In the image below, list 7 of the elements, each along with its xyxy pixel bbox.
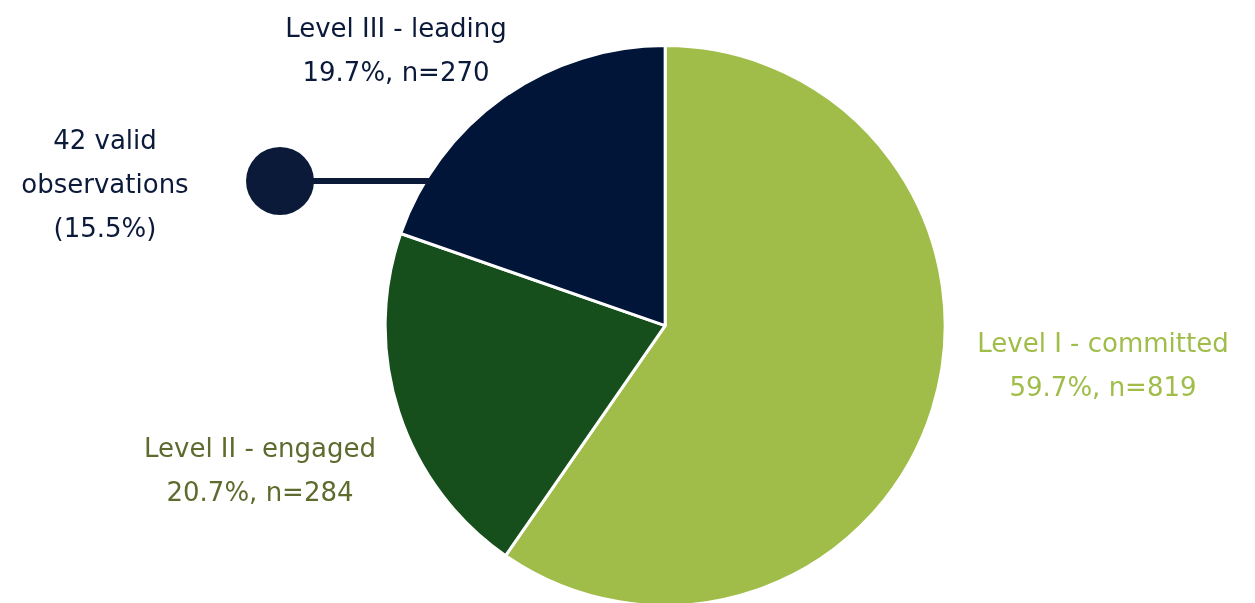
text: 42 valid observations (15.5%) <box>20 124 190 245</box>
slice-label: Level II - engaged <box>143 433 377 463</box>
data-label: 59.7%, n=819 <box>1009 372 1197 402</box>
data-label: 20.7%, n=284 <box>166 477 354 507</box>
data-label: 19.7%, n=270 <box>302 57 490 87</box>
slice-label: Level III - leading <box>285 13 507 43</box>
slice-label: Level I - committed <box>977 328 1229 358</box>
